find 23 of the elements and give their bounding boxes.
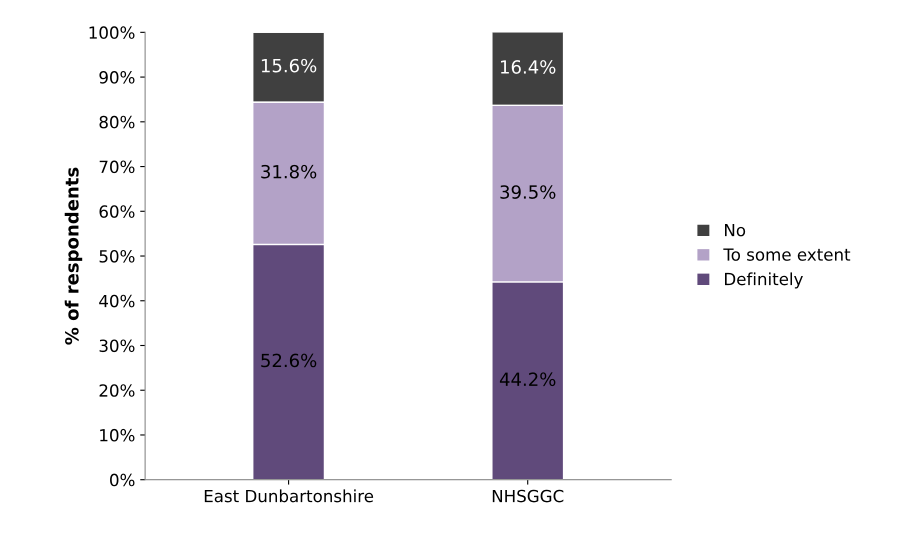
- legend-label: No: [725, 224, 746, 236]
- y-tick-label: 30%: [100, 339, 134, 352]
- legend-label: To some extent: [723, 248, 850, 261]
- y-axis-title: % of respondents: [64, 168, 82, 345]
- y-tick-label: 80%: [99, 116, 134, 128]
- x-tick-label: East Dunbartonshire: [204, 489, 374, 502]
- data-label: 44.2%: [500, 372, 556, 386]
- data-label: 52.6%: [261, 354, 316, 368]
- y-tick-label: 10%: [100, 428, 134, 442]
- y-tick-label: 50%: [100, 250, 134, 263]
- data-label: 16.4%: [501, 60, 556, 74]
- y-tick-label: 0%: [110, 474, 134, 486]
- legend-label: Definitely: [725, 272, 803, 289]
- y-tick-label: 70%: [100, 160, 134, 174]
- y-tick-label: 100%: [90, 26, 134, 39]
- y-tick-label: 60%: [100, 205, 134, 218]
- data-label: 15.6%: [262, 58, 316, 72]
- y-tick-label: 90%: [99, 71, 134, 84]
- y-tick-label: 20%: [100, 384, 134, 397]
- x-tick-label: NHSGGC: [492, 490, 564, 502]
- data-label: 31.8%: [261, 164, 316, 178]
- data-label: 39.5%: [500, 185, 556, 199]
- y-tick-label: 40%: [99, 294, 134, 308]
